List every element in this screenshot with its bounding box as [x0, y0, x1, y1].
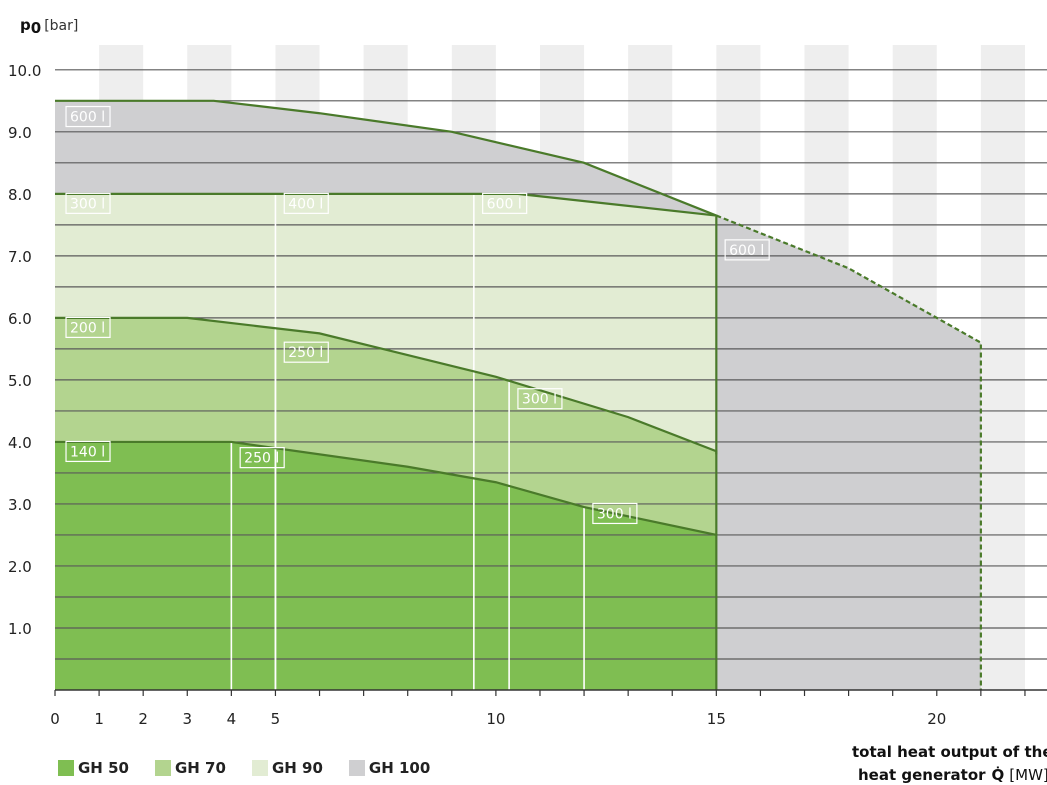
- volume-label-text: 600 l: [487, 196, 522, 212]
- legend-item: GH 100: [349, 759, 430, 777]
- legend-label: GH 100: [369, 759, 430, 777]
- y-tick-label: 1.0: [8, 620, 32, 638]
- legend-item: GH 70: [155, 759, 226, 777]
- legend-swatch: [58, 760, 74, 776]
- volume-label-text: 200 l: [70, 320, 105, 336]
- volume-label: 400 l: [284, 193, 328, 213]
- legend-label: GH 90: [272, 759, 323, 777]
- y-tick-label: 2.0: [8, 558, 32, 576]
- x-unit: [MW]: [1009, 766, 1047, 784]
- x-tick-label: 0: [50, 710, 60, 728]
- volume-label-text: 140 l: [70, 444, 105, 460]
- volume-label: 200 l: [66, 317, 110, 337]
- x-axis-title-line2: heat generator Q̇ [MW]: [858, 765, 1047, 784]
- x-tick-label: 15: [707, 710, 726, 728]
- y-tick-label: 10.0: [8, 62, 41, 80]
- y-tick-label: 3.0: [8, 496, 32, 514]
- legend-item: GH 90: [252, 759, 323, 777]
- legend-swatch: [252, 760, 268, 776]
- x-tick-label: 10: [486, 710, 505, 728]
- volume-label-text: 600 l: [70, 110, 105, 126]
- x-tick-label: 4: [227, 710, 237, 728]
- legend-label: GH 70: [175, 759, 226, 777]
- legend-item: GH 50: [58, 759, 129, 777]
- y-tick-label: 9.0: [8, 124, 32, 142]
- y-unit: [bar]: [44, 18, 78, 34]
- y-tick-label: 6.0: [8, 310, 32, 328]
- x-tick-label: 1: [94, 710, 104, 728]
- x-tick-label: 3: [182, 710, 192, 728]
- volume-label: 600 l: [66, 107, 110, 127]
- volume-label: 300 l: [593, 503, 637, 523]
- volume-label-text: 250 l: [244, 451, 279, 467]
- volume-label: 250 l: [240, 448, 284, 468]
- x-tick-label: 2: [138, 710, 148, 728]
- x-title-text: heat generator: [858, 766, 986, 784]
- y-tick-label: 7.0: [8, 248, 32, 266]
- y-tick-label: 4.0: [8, 434, 32, 452]
- volume-label: 250 l: [284, 342, 328, 362]
- x-title-symbol: Q̇: [992, 765, 1005, 784]
- volume-label: 600 l: [483, 193, 527, 213]
- legend-swatch: [155, 760, 171, 776]
- volume-label-text: 250 l: [288, 345, 323, 361]
- x-tick-label: 20: [927, 710, 946, 728]
- y-tick-label: 5.0: [8, 372, 32, 390]
- volume-label-text: 300 l: [597, 506, 632, 522]
- x-axis-title-line1: total heat output of the: [852, 743, 1047, 761]
- volume-label: 600 l: [725, 240, 769, 260]
- y-symbol-subscript: 0: [31, 19, 41, 37]
- y-axis-label: p0 [bar]: [20, 16, 78, 37]
- x-tick-label: 5: [271, 710, 281, 728]
- background-band: [981, 45, 1025, 690]
- volume-label: 140 l: [66, 441, 110, 461]
- legend-label: GH 50: [78, 759, 129, 777]
- volume-label: 300 l: [66, 193, 110, 213]
- legend-swatch: [349, 760, 365, 776]
- y-symbol: p: [20, 16, 31, 34]
- volume-label-text: 400 l: [288, 196, 323, 212]
- legend: GH 50 GH 70 GH 90 GH 100: [58, 759, 430, 777]
- volume-label-text: 300 l: [522, 392, 557, 408]
- volume-label-text: 600 l: [729, 243, 764, 259]
- volume-label: 300 l: [518, 389, 562, 409]
- y-tick-label: 8.0: [8, 186, 32, 204]
- volume-label-text: 300 l: [70, 196, 105, 212]
